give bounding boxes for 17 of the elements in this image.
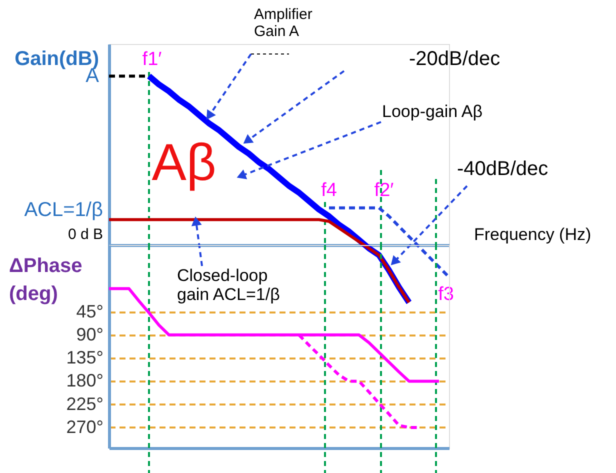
y-tick-label: 90° (76, 324, 104, 344)
y-tick-label: 225° (66, 394, 104, 414)
x-axis-title: Frequency (Hz) (474, 225, 592, 244)
text: 0 d B (68, 226, 103, 243)
annotation: Loop-gain Aβ (382, 102, 483, 121)
annotation: Aβ (152, 134, 216, 192)
annotation: Closed-loop gain ACL=1/β (177, 266, 280, 304)
text: f1′ (142, 49, 162, 70)
annotation: f4 (321, 180, 338, 201)
text: -40dB/dec (457, 158, 548, 180)
text: ACL=1/β (24, 199, 103, 221)
annotation: f2′ (374, 180, 394, 201)
y-tick-label: 180° (66, 370, 104, 391)
text: -20dB/dec (409, 48, 500, 70)
y-tick-label: 135° (66, 348, 104, 368)
y-tick-label: 270° (66, 416, 104, 437)
text: Amplifier Gain A (254, 6, 312, 40)
